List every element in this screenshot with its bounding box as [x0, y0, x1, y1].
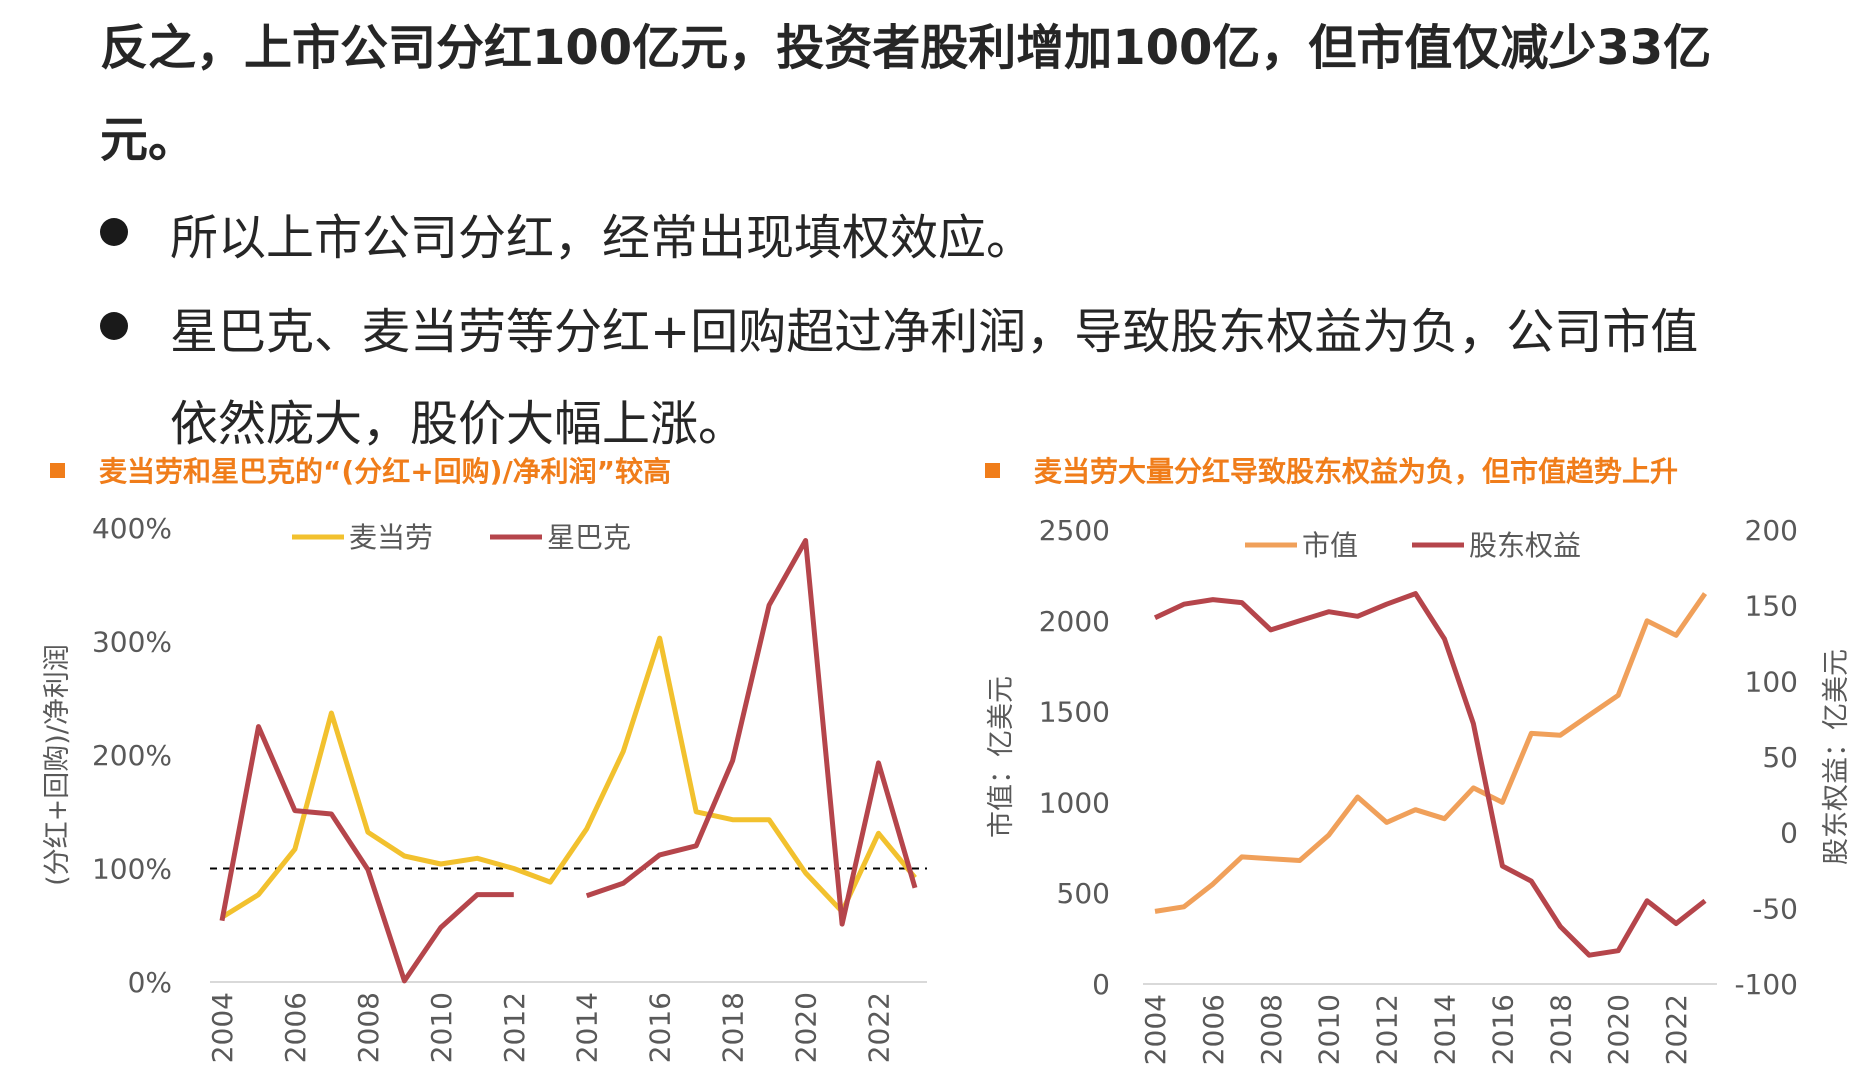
- chart-2-x-tick-label: 2018: [1544, 994, 1577, 1065]
- chart-2-x-tick-label: 2016: [1486, 994, 1519, 1065]
- chart-2-right-tick-label: 50: [1762, 741, 1798, 774]
- bullet-text: 所以上市公司分红，经常出现填权效应。: [170, 210, 1035, 266]
- chart-2-right-tick-label: 150: [1745, 590, 1798, 623]
- chart-2-right-tick-label: 0: [1780, 817, 1798, 850]
- bullet-item-2-continuation: 依然庞大，股价大幅上涨。: [170, 396, 747, 452]
- chart-2-series-line-mktcap: [1154, 592, 1708, 914]
- chart-2-right-tick-label: 200: [1745, 514, 1798, 547]
- chart-1-x-tick-label: 2004: [206, 992, 239, 1063]
- chart-1-legend-label: 麦当劳: [349, 521, 433, 554]
- chart-2-left-tick-label: 1500: [1039, 696, 1110, 729]
- chart-1-y-axis-label: (分红+回购)/净利润: [42, 644, 73, 886]
- paragraph-line-2: 元。: [100, 112, 197, 168]
- square-bullet-icon: [985, 463, 1000, 478]
- chart-1-y-tick-label: 300%: [92, 626, 172, 659]
- chart-2-x-tick-label: 2020: [1602, 994, 1635, 1065]
- chart-2-x-tick-label: 2012: [1371, 994, 1404, 1065]
- square-bullet-icon: [50, 463, 65, 478]
- chart-2-x-tick-label: 2010: [1313, 994, 1346, 1065]
- chart-2-x-tick-label: 2022: [1660, 994, 1693, 1065]
- chart-1-x-tick-label: 2014: [571, 992, 604, 1063]
- chart-2-left-tick-label: 500: [1057, 877, 1110, 910]
- chart-1-x-tick-label: 2012: [498, 992, 531, 1063]
- chart-1-x-tick-label: 2016: [644, 992, 677, 1063]
- chart-1-x-tick-label: 2018: [717, 992, 750, 1063]
- chart-2-right-tick-label: -50: [1752, 892, 1798, 925]
- chart-1-series-line-mcd: [220, 635, 917, 920]
- chart-2-left-axis-label: 市值：亿美元: [986, 676, 1017, 838]
- chart-2-x-tick-label: 2008: [1255, 994, 1288, 1065]
- chart-1-x-tick-label: 2010: [425, 992, 458, 1063]
- chart-1-title: 麦当劳和星巴克的“(分红+回购)/净利润”较高: [50, 450, 671, 490]
- chart-1-y-tick-label: 0%: [128, 966, 172, 999]
- chart-2-right-tick-label: 100: [1745, 665, 1798, 698]
- chart-2-title: 麦当劳大量分红导致股东权益为负，但市值趋势上升: [985, 450, 1678, 490]
- chart-1-x-tick-label: 2006: [279, 992, 312, 1063]
- chart-1-x-tick-label: 2022: [863, 992, 896, 1063]
- chart-1-y-tick-label: 100%: [92, 853, 172, 886]
- chart-2-right-axis-label: 股东权益：亿美元: [1821, 649, 1852, 865]
- bullet-text: 星巴克、麦当劳等分红+回购超过净利润，导致股东权益为负，公司市值: [170, 304, 1699, 360]
- chart-2-x-tick-label: 2006: [1197, 994, 1230, 1065]
- chart-1-series-line-sbux: [585, 538, 918, 927]
- chart-2-series-line-equity: [1153, 591, 1707, 958]
- chart-1-x-tick-label: 2020: [790, 992, 823, 1063]
- chart-2-left-tick-label: 2500: [1039, 514, 1110, 547]
- chart-2-left-tick-label: 0: [1092, 968, 1110, 1001]
- chart-1-series-line-sbux: [219, 724, 514, 984]
- chart-2-right-tick-label: -100: [1734, 968, 1798, 1001]
- chart-2-left-tick-label: 2000: [1039, 605, 1110, 638]
- chart-2-title-text: 麦当劳大量分红导致股东权益为负，但市值趋势上升: [1034, 455, 1679, 488]
- chart-2-legend-label: 股东权益: [1469, 529, 1581, 562]
- chart-1-title-text: 麦当劳和星巴克的“(分红+回购)/净利润”较高: [99, 455, 672, 488]
- chart-2-x-tick-label: 2004: [1139, 994, 1172, 1065]
- bullet-icon: [100, 312, 128, 340]
- chart-2-left-tick-label: 1000: [1039, 786, 1110, 819]
- chart-2-x-tick-label: 2014: [1428, 994, 1461, 1065]
- chart-1-y-tick-label: 200%: [92, 739, 172, 772]
- chart-1-x-tick-label: 2008: [352, 992, 385, 1063]
- paragraph-line-1: 反之，上市公司分红100亿元，投资者股利增加100亿，但市值仅减少33亿: [100, 20, 1712, 76]
- chart-1-legend-label: 星巴克: [547, 521, 631, 554]
- chart-1-y-tick-label: 400%: [92, 512, 172, 545]
- bullet-icon: [100, 218, 128, 246]
- chart-2-legend-label: 市值: [1302, 529, 1358, 562]
